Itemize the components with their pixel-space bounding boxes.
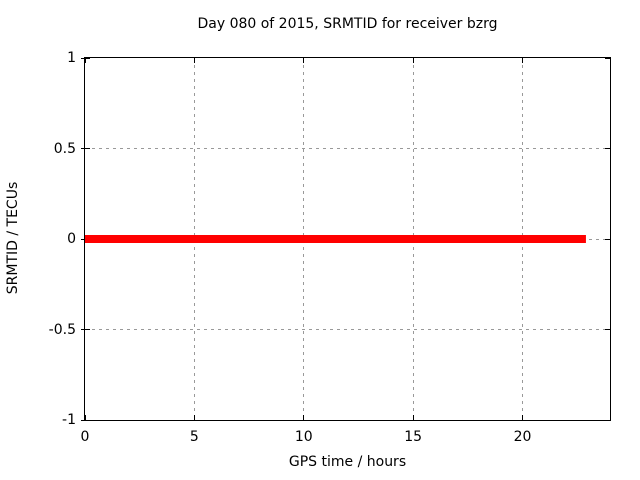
h-gridline xyxy=(85,329,610,330)
x-tick-mark xyxy=(303,415,305,420)
y-tick-mark xyxy=(605,238,610,240)
y-tick-mark xyxy=(85,57,90,59)
y-tick-label: 0 xyxy=(67,231,76,247)
x-tick-mark xyxy=(412,415,414,420)
chart-title: Day 080 of 2015, SRMTID for receiver bzr… xyxy=(197,16,498,32)
y-tick-mark-outer xyxy=(81,419,84,421)
x-tick-label: 10 xyxy=(294,429,313,445)
y-tick-mark xyxy=(85,329,90,330)
x-axis-label: GPS time / hours xyxy=(288,454,407,470)
data-series-svg xyxy=(85,235,586,243)
x-tick-mark xyxy=(522,415,523,420)
y-tick-label: 1 xyxy=(67,50,76,66)
y-tick-label: 0.5 xyxy=(53,140,76,157)
h-gridline xyxy=(85,148,610,149)
x-tick-label: 15 xyxy=(404,429,423,445)
y-tick-mark xyxy=(85,148,90,149)
x-tick-label: 5 xyxy=(189,429,199,445)
x-tick-mark xyxy=(193,58,195,63)
y-tick-mark xyxy=(605,148,610,149)
x-tick-mark xyxy=(522,58,523,63)
y-tick-mark-outer xyxy=(81,238,84,240)
y-tick-mark xyxy=(605,329,610,330)
x-tick-mark xyxy=(84,415,86,420)
y-tick-mark-outer xyxy=(81,57,84,59)
x-tick-label: 0 xyxy=(80,429,90,445)
y-tick-mark xyxy=(85,419,90,421)
x-tick-mark xyxy=(412,58,414,63)
x-tick-mark xyxy=(303,58,305,63)
y-tick-label: -1 xyxy=(62,412,76,428)
plot-area xyxy=(84,57,611,421)
y-tick-mark xyxy=(605,57,610,59)
x-tick-label: 20 xyxy=(513,429,532,445)
y-tick-mark-outer xyxy=(81,329,84,330)
x-tick-mark xyxy=(84,58,86,63)
y-tick-label: -0.5 xyxy=(48,321,76,338)
y-tick-mark xyxy=(605,419,610,421)
y-tick-mark-outer xyxy=(81,148,84,149)
x-tick-mark xyxy=(193,415,195,420)
